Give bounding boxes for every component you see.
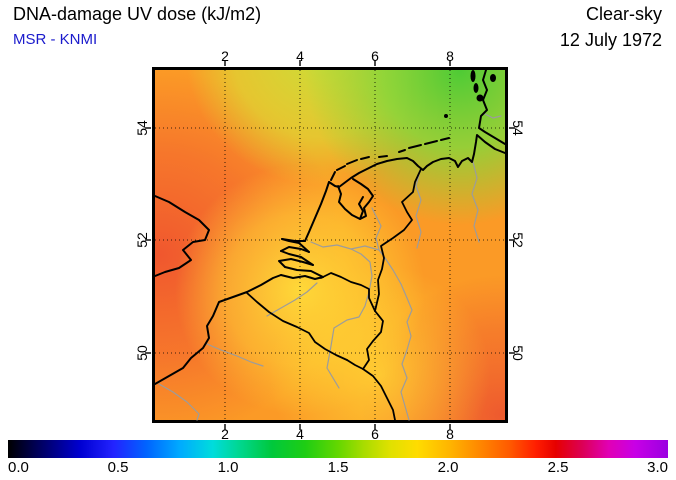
small-islands — [444, 70, 496, 118]
y-tick-label-left-54: 54 — [134, 120, 150, 136]
dose-field — [155, 70, 505, 420]
x-tick-label-top-8: 8 — [446, 48, 454, 64]
coastlines — [154, 69, 506, 385]
x-tick-label-bottom-8: 8 — [446, 426, 454, 442]
x-tick-label-bottom-6: 6 — [371, 426, 379, 442]
y-tick-label-left-52: 52 — [134, 232, 150, 248]
y-tick-label-left-50: 50 — [134, 345, 150, 361]
colorbar-tick-label-3: 1.5 — [327, 459, 349, 476]
colorbar-gradient — [8, 440, 668, 458]
y-tick-label-right-52: 52 — [510, 232, 526, 248]
x-tick-label-bottom-4: 4 — [296, 426, 304, 442]
x-tick-label-top-2: 2 — [221, 48, 229, 64]
figure-title: DNA-damage UV dose (kJ/m2) — [13, 4, 262, 24]
x-tick-label-top-6: 6 — [371, 48, 379, 64]
x-tick-label-top-4: 4 — [296, 48, 304, 64]
map-canvas — [145, 60, 515, 430]
colorbar-tick-label-0: 0.0 — [8, 459, 29, 476]
colorbar-tick-label-5: 2.5 — [547, 459, 569, 476]
rivers — [158, 113, 502, 421]
colorbar-tick-label-4: 2.0 — [437, 459, 459, 476]
colorbar-tick-label-6: 3.0 — [647, 459, 668, 476]
colorbar-tick-label-1: 0.5 — [107, 459, 129, 476]
condition-label: Clear-sky — [585, 4, 662, 24]
axis-tick-marks — [145, 60, 515, 430]
figure-header-right: Clear-sky 12 July 1972 — [560, 4, 662, 51]
y-tick-label-right-54: 54 — [510, 120, 526, 136]
y-tick-label-right-50: 50 — [510, 345, 526, 361]
country-borders — [246, 168, 422, 421]
colorbar-tick-label-2: 1.0 — [217, 459, 239, 476]
map-panel — [145, 60, 515, 430]
figure-source-label: MSR - KNMI — [13, 31, 98, 48]
x-tick-label-bottom-2: 2 — [221, 426, 229, 442]
date-label: 12 July 1972 — [559, 30, 662, 50]
